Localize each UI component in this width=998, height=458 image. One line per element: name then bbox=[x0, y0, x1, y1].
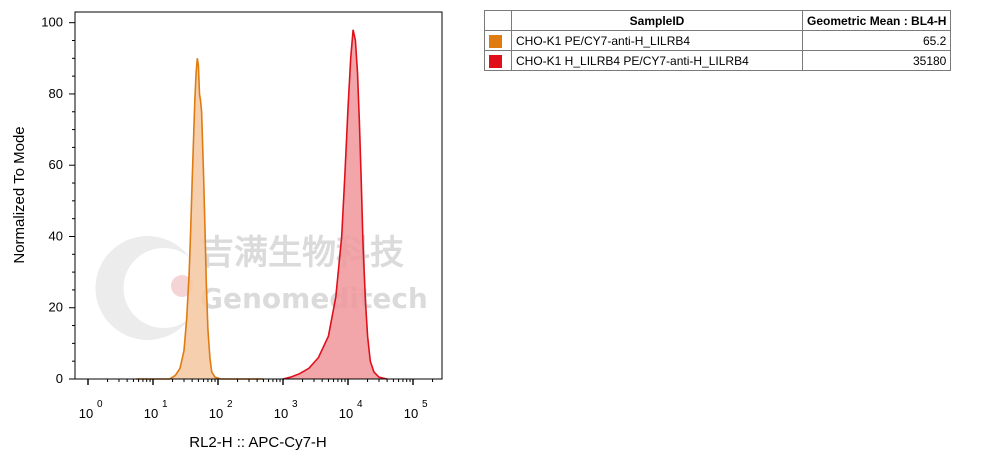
color-swatch bbox=[489, 34, 502, 48]
series-area-1 bbox=[283, 29, 388, 380]
x-tick-exponent: 0 bbox=[97, 399, 103, 410]
series-line-0 bbox=[136, 58, 264, 380]
y-axis: 0 20 40 60 80 100 bbox=[41, 15, 75, 386]
row-sample-id: CHO-K1 H_LILRB4 PE/CY7-anti-H_LILRB4 bbox=[511, 50, 803, 71]
watermark: 吉满生物科技 Genomeditech bbox=[95, 233, 428, 340]
x-axis: 10 0 10 1 10 2 10 3 10 4 10 5 bbox=[79, 379, 434, 421]
x-tick-label: 10 0 bbox=[79, 399, 103, 421]
x-tick-base: 10 bbox=[339, 406, 353, 421]
y-tick-label: 20 bbox=[49, 300, 63, 315]
watermark-cn: 吉满生物科技 bbox=[200, 233, 404, 273]
row-swatch-cell bbox=[484, 50, 512, 71]
y-tick-label: 60 bbox=[49, 157, 63, 172]
row-swatch-cell bbox=[484, 30, 512, 51]
x-tick-base: 10 bbox=[274, 406, 288, 421]
x-tick-label: 10 5 bbox=[404, 399, 428, 421]
x-tick-base: 10 bbox=[209, 406, 223, 421]
x-tick-exponent: 3 bbox=[292, 399, 298, 410]
x-tick-label: 10 4 bbox=[339, 399, 363, 421]
x-tick-label: 10 3 bbox=[274, 399, 298, 421]
x-tick-label: 10 2 bbox=[209, 399, 233, 421]
row-geometric-mean: 65.2 bbox=[801, 30, 952, 51]
y-axis-title: Normalized To Mode bbox=[11, 126, 28, 263]
y-tick-label: 100 bbox=[41, 15, 63, 30]
x-axis-title: RL2-H :: APC-Cy7-H bbox=[189, 434, 327, 451]
x-tick-exponent: 5 bbox=[422, 399, 428, 410]
color-swatch bbox=[489, 54, 502, 68]
table-row: CHO-K1 H_LILRB4 PE/CY7-anti-H_LILRB4 351… bbox=[484, 50, 952, 71]
y-tick-label: 0 bbox=[56, 371, 63, 386]
series-area-0 bbox=[136, 58, 264, 380]
x-tick-exponent: 1 bbox=[162, 399, 168, 410]
header-sample-id: SampleID bbox=[511, 10, 803, 31]
x-tick-base: 10 bbox=[404, 406, 418, 421]
x-tick-exponent: 4 bbox=[357, 399, 363, 410]
x-tick-base: 10 bbox=[79, 406, 93, 421]
statistics-header-row: SampleID Geometric Mean : BL4-H bbox=[484, 10, 952, 31]
row-sample-id: CHO-K1 PE/CY7-anti-H_LILRB4 bbox=[511, 30, 803, 51]
x-tick-exponent: 2 bbox=[227, 399, 233, 410]
row-geometric-mean: 35180 bbox=[801, 50, 952, 71]
y-tick-label: 40 bbox=[49, 228, 63, 243]
series-line-1 bbox=[282, 29, 388, 380]
plot-frame bbox=[74, 11, 443, 380]
table-row: CHO-K1 PE/CY7-anti-H_LILRB4 65.2 bbox=[484, 30, 952, 51]
statistics-table: SampleID Geometric Mean : BL4-H CHO-K1 P… bbox=[484, 10, 952, 71]
header-geometric-mean: Geometric Mean : BL4-H bbox=[801, 10, 952, 31]
x-tick-base: 10 bbox=[144, 406, 158, 421]
watermark-logo-icon bbox=[95, 236, 190, 340]
y-tick-label: 80 bbox=[49, 86, 63, 101]
series-layer bbox=[136, 29, 388, 380]
header-swatch-cell bbox=[484, 10, 512, 31]
watermark-en: Genomeditech bbox=[200, 282, 428, 315]
x-tick-label: 10 1 bbox=[144, 399, 168, 421]
